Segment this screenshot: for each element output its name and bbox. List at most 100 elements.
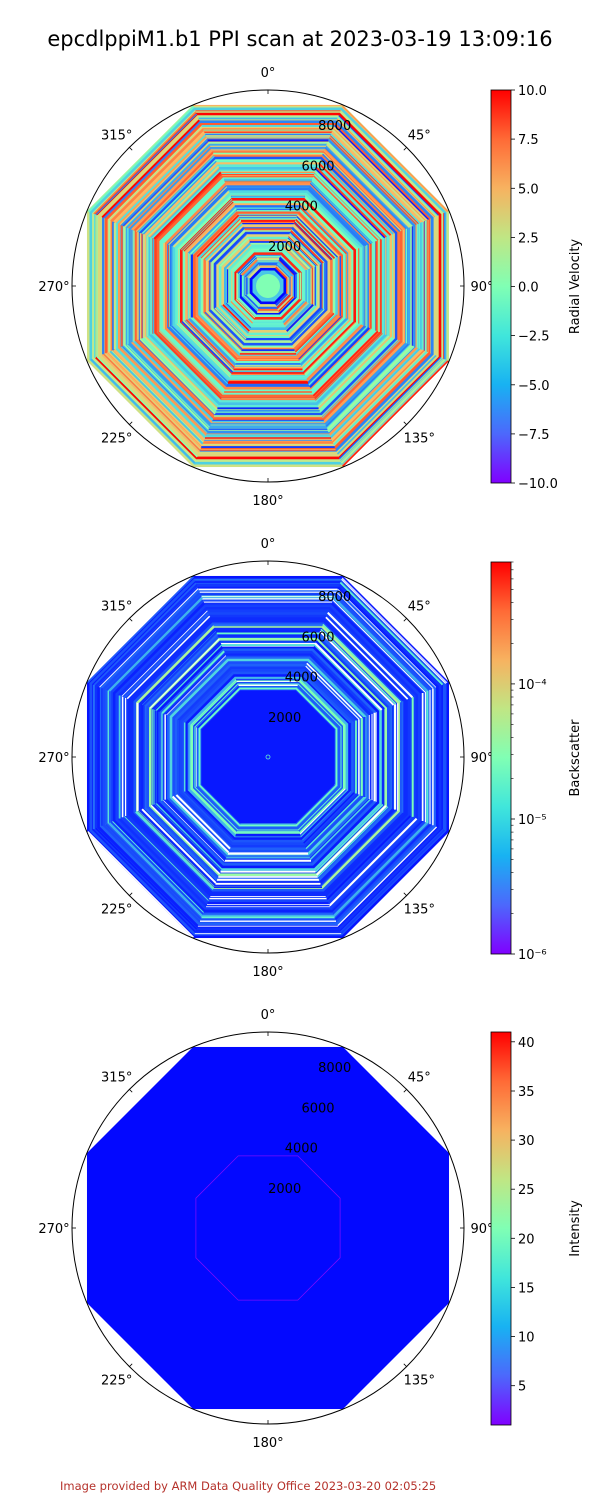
scan-stripe <box>139 338 216 415</box>
scan-stripe <box>340 358 444 462</box>
scan-stripe <box>133 340 214 421</box>
scan-stripe <box>126 615 211 700</box>
scan-stripe <box>105 823 202 920</box>
scan-stripe <box>153 171 222 240</box>
scan-stripe <box>186 319 235 368</box>
backscatter-ring-highlight <box>194 683 342 831</box>
colorbar-tick-label: −5.0 <box>518 379 550 394</box>
scan-stripe <box>219 237 249 267</box>
colorbar-tick-label: 35 <box>518 1085 535 1100</box>
scan-stripe <box>87 576 195 684</box>
scan-stripe <box>296 214 340 258</box>
scan-stripe <box>215 306 248 339</box>
scan-stripe <box>183 320 234 371</box>
scan-stripe <box>195 684 239 728</box>
scan-stripe <box>320 628 397 705</box>
theta-tick-label: 0° <box>261 66 276 81</box>
colorbar-tick-label: 10⁻⁵ <box>518 813 547 828</box>
scan-stripe <box>144 336 218 410</box>
intensity-field <box>86 1046 450 1410</box>
scan-stripe <box>90 830 195 935</box>
scan-stripe <box>310 181 373 244</box>
scan-stripe <box>315 640 385 710</box>
scan-stripe <box>176 323 231 378</box>
scan-stripe <box>340 829 444 933</box>
scan-stripe <box>317 806 389 878</box>
scan-stripe <box>306 324 363 381</box>
scan-stripe <box>312 176 378 242</box>
scan-stripe <box>93 582 197 686</box>
scan-stripe <box>326 815 412 901</box>
scan-stripe <box>332 350 426 444</box>
scan-stripe <box>168 186 228 246</box>
scan-stripe <box>298 316 342 360</box>
scan-stripe <box>123 141 209 227</box>
scan-stripe <box>331 820 422 911</box>
scan-stripe <box>315 333 383 401</box>
theta-tick-label: 90° <box>470 280 493 295</box>
scan-stripe <box>322 340 400 418</box>
colorbar-tick-label: 25 <box>518 1183 535 1198</box>
colorbar-tick-label: 5.0 <box>518 182 539 197</box>
scan-stripe <box>290 308 324 342</box>
radial-tick-label: 6000 <box>301 630 334 645</box>
scan-stripe <box>324 147 407 230</box>
scan-stripe <box>317 335 390 408</box>
theta-tick <box>129 147 133 151</box>
scan-stripe <box>193 682 239 728</box>
colorbar-label: Backscatter <box>568 719 583 797</box>
scan-stripe <box>276 294 291 309</box>
scan-stripe <box>93 111 197 215</box>
radial-tick-label: 2000 <box>268 711 301 726</box>
radial-velocity-panel: 0° 45° 90° 135° 180° 225° 270° 315° 2000 4000 6000… <box>38 66 583 509</box>
scan-stripe <box>341 578 447 684</box>
colorbar-tick-label: 40 <box>518 1036 535 1051</box>
scan-stripe <box>340 358 447 465</box>
scan-stripe <box>305 794 361 850</box>
theta-tick-label: 135° <box>404 1373 435 1388</box>
scan-stripe <box>112 821 204 913</box>
scan-stripe <box>174 323 231 380</box>
scan-stripe <box>134 340 214 420</box>
scan-stripe <box>278 259 295 276</box>
scan-stripe <box>175 794 231 850</box>
radial-tick-label: 2000 <box>268 1182 301 1197</box>
scan-stripe <box>289 233 321 265</box>
colorbar-tick-label: 10.0 <box>518 84 547 99</box>
scan-stripe <box>306 662 363 719</box>
scan-stripe <box>318 162 392 236</box>
scan-data <box>86 575 450 939</box>
scan-stripe <box>308 326 368 386</box>
scan-stripe <box>205 223 243 261</box>
scan-stripe <box>303 321 356 374</box>
colorbar-tick-label: 10⁻⁶ <box>518 948 547 963</box>
scan-stripe <box>287 237 317 267</box>
scan-stripe <box>180 321 233 374</box>
scan-stripe <box>332 129 425 222</box>
scan-stripe <box>109 350 204 445</box>
scan-stripe <box>235 298 256 319</box>
theta-tick-label: 45° <box>408 600 431 615</box>
scan-stripe <box>304 322 357 375</box>
scan-stripe <box>185 203 235 253</box>
scan-stripe <box>96 356 198 458</box>
scan-stripe <box>287 238 316 267</box>
scan-stripe <box>315 168 386 239</box>
scan-stripe <box>327 345 415 433</box>
scan-stripe <box>330 348 421 439</box>
footer-credit: Image provided by ARM Data Quality Offic… <box>60 1479 437 1493</box>
scan-stripe <box>276 264 290 278</box>
scan-stripe <box>166 655 227 716</box>
scan-stripe <box>214 307 247 340</box>
scan-stripe <box>170 326 228 384</box>
scan-stripe <box>120 346 208 434</box>
scan-stripe <box>318 336 393 411</box>
scan-stripe <box>334 823 432 921</box>
theta-tick-label: 225° <box>101 902 132 917</box>
scan-stripe <box>123 612 210 699</box>
scan-stripe <box>316 805 387 876</box>
theta-tick-label: 180° <box>252 494 283 509</box>
scan-stripe <box>290 230 324 264</box>
scan-stripe <box>230 248 253 271</box>
scan-stripe <box>195 315 239 359</box>
